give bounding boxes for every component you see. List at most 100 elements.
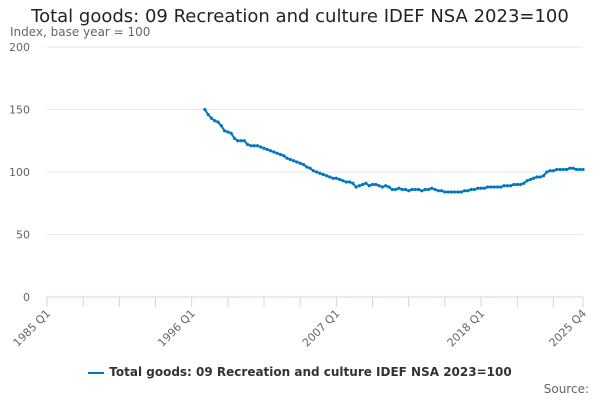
data-point <box>459 190 463 194</box>
data-point <box>305 165 309 169</box>
data-point <box>492 185 496 189</box>
y-tick-label: 200 <box>9 41 30 54</box>
data-point <box>347 180 352 184</box>
y-tick-label: 0 <box>23 291 30 304</box>
data-point <box>574 167 579 172</box>
data-point <box>354 185 358 189</box>
y-axis-label: Index, base year = 100 <box>10 25 151 39</box>
data-point <box>469 187 473 192</box>
data-point <box>328 175 332 179</box>
data-point <box>430 186 434 190</box>
data-point <box>397 186 401 190</box>
data-point <box>449 190 454 194</box>
data-point <box>209 116 214 120</box>
data-point <box>308 166 312 170</box>
data-point <box>351 181 355 185</box>
x-tick-label: 1996 Q1 <box>155 307 198 350</box>
data-point <box>403 187 408 192</box>
data-point <box>489 185 493 189</box>
data-point <box>278 152 283 157</box>
data-point <box>311 169 315 173</box>
data-point <box>499 185 503 189</box>
y-tick-label: 50 <box>16 229 30 242</box>
data-point <box>222 129 227 133</box>
y-tick-label: 100 <box>9 166 30 179</box>
data-point <box>443 190 447 194</box>
data-point <box>361 182 365 187</box>
data-point <box>387 185 391 189</box>
data-point <box>410 187 414 192</box>
data-point <box>525 179 529 183</box>
data-point <box>466 189 470 193</box>
data-point <box>255 144 260 148</box>
data-point <box>318 171 322 175</box>
data-point <box>581 167 585 172</box>
data-point <box>338 177 342 182</box>
y-tick-label: 150 <box>9 104 30 117</box>
data-point <box>568 166 572 170</box>
data-point <box>206 112 210 117</box>
data-point <box>486 185 490 189</box>
data-point <box>216 120 220 124</box>
data-point <box>528 177 532 182</box>
data-point <box>213 119 217 123</box>
data-point <box>259 145 263 149</box>
data-point <box>453 190 457 194</box>
data-point <box>456 190 460 194</box>
data-point <box>275 151 279 155</box>
data-point <box>505 184 509 188</box>
data-point <box>541 174 546 178</box>
data-point <box>545 170 549 174</box>
data-point <box>551 169 556 173</box>
data-point <box>282 154 286 158</box>
data-point <box>502 184 506 188</box>
data-point <box>288 157 292 162</box>
data-point <box>229 131 233 135</box>
data-point <box>292 159 296 163</box>
data-point <box>400 187 404 192</box>
data-point <box>482 186 486 190</box>
chart-title: Total goods: 09 Recreation and culture I… <box>31 6 569 27</box>
data-point <box>515 182 519 187</box>
data-point <box>242 139 246 143</box>
legend-label: Total goods: 09 Recreation and culture I… <box>109 365 512 379</box>
data-point <box>334 176 338 180</box>
data-point <box>535 175 539 179</box>
x-tick-label: 2025 Q4 <box>547 307 590 350</box>
data-point <box>433 187 437 192</box>
data-point <box>472 187 477 192</box>
x-tick-label: 2018 Q1 <box>445 307 488 350</box>
data-point <box>239 139 243 143</box>
data-point <box>367 184 371 188</box>
data-point <box>374 182 378 187</box>
data-point <box>522 181 526 185</box>
data-point <box>377 184 381 188</box>
data-point <box>495 185 500 189</box>
legend-item[interactable]: Total goods: 09 Recreation and culture I… <box>0 365 600 379</box>
data-point <box>532 176 536 180</box>
data-point <box>512 182 516 187</box>
data-point <box>413 187 417 192</box>
data-point <box>331 176 335 180</box>
data-point <box>341 179 345 183</box>
x-tick-label: 2007 Q1 <box>300 307 343 350</box>
data-point <box>321 172 325 177</box>
data-point <box>555 167 559 172</box>
data-point <box>436 189 440 193</box>
data-point <box>571 166 575 170</box>
data-point <box>561 167 565 172</box>
data-point <box>479 186 483 190</box>
data-point <box>324 174 329 178</box>
data-point <box>357 184 361 188</box>
data-point <box>446 190 450 194</box>
data-point <box>265 147 269 152</box>
data-point <box>548 169 552 173</box>
data-point <box>558 167 562 172</box>
data-point <box>219 124 223 128</box>
data-point <box>232 136 237 140</box>
data-point <box>245 142 250 147</box>
data-point <box>384 184 388 188</box>
data-point <box>370 182 375 187</box>
data-point <box>226 130 230 134</box>
